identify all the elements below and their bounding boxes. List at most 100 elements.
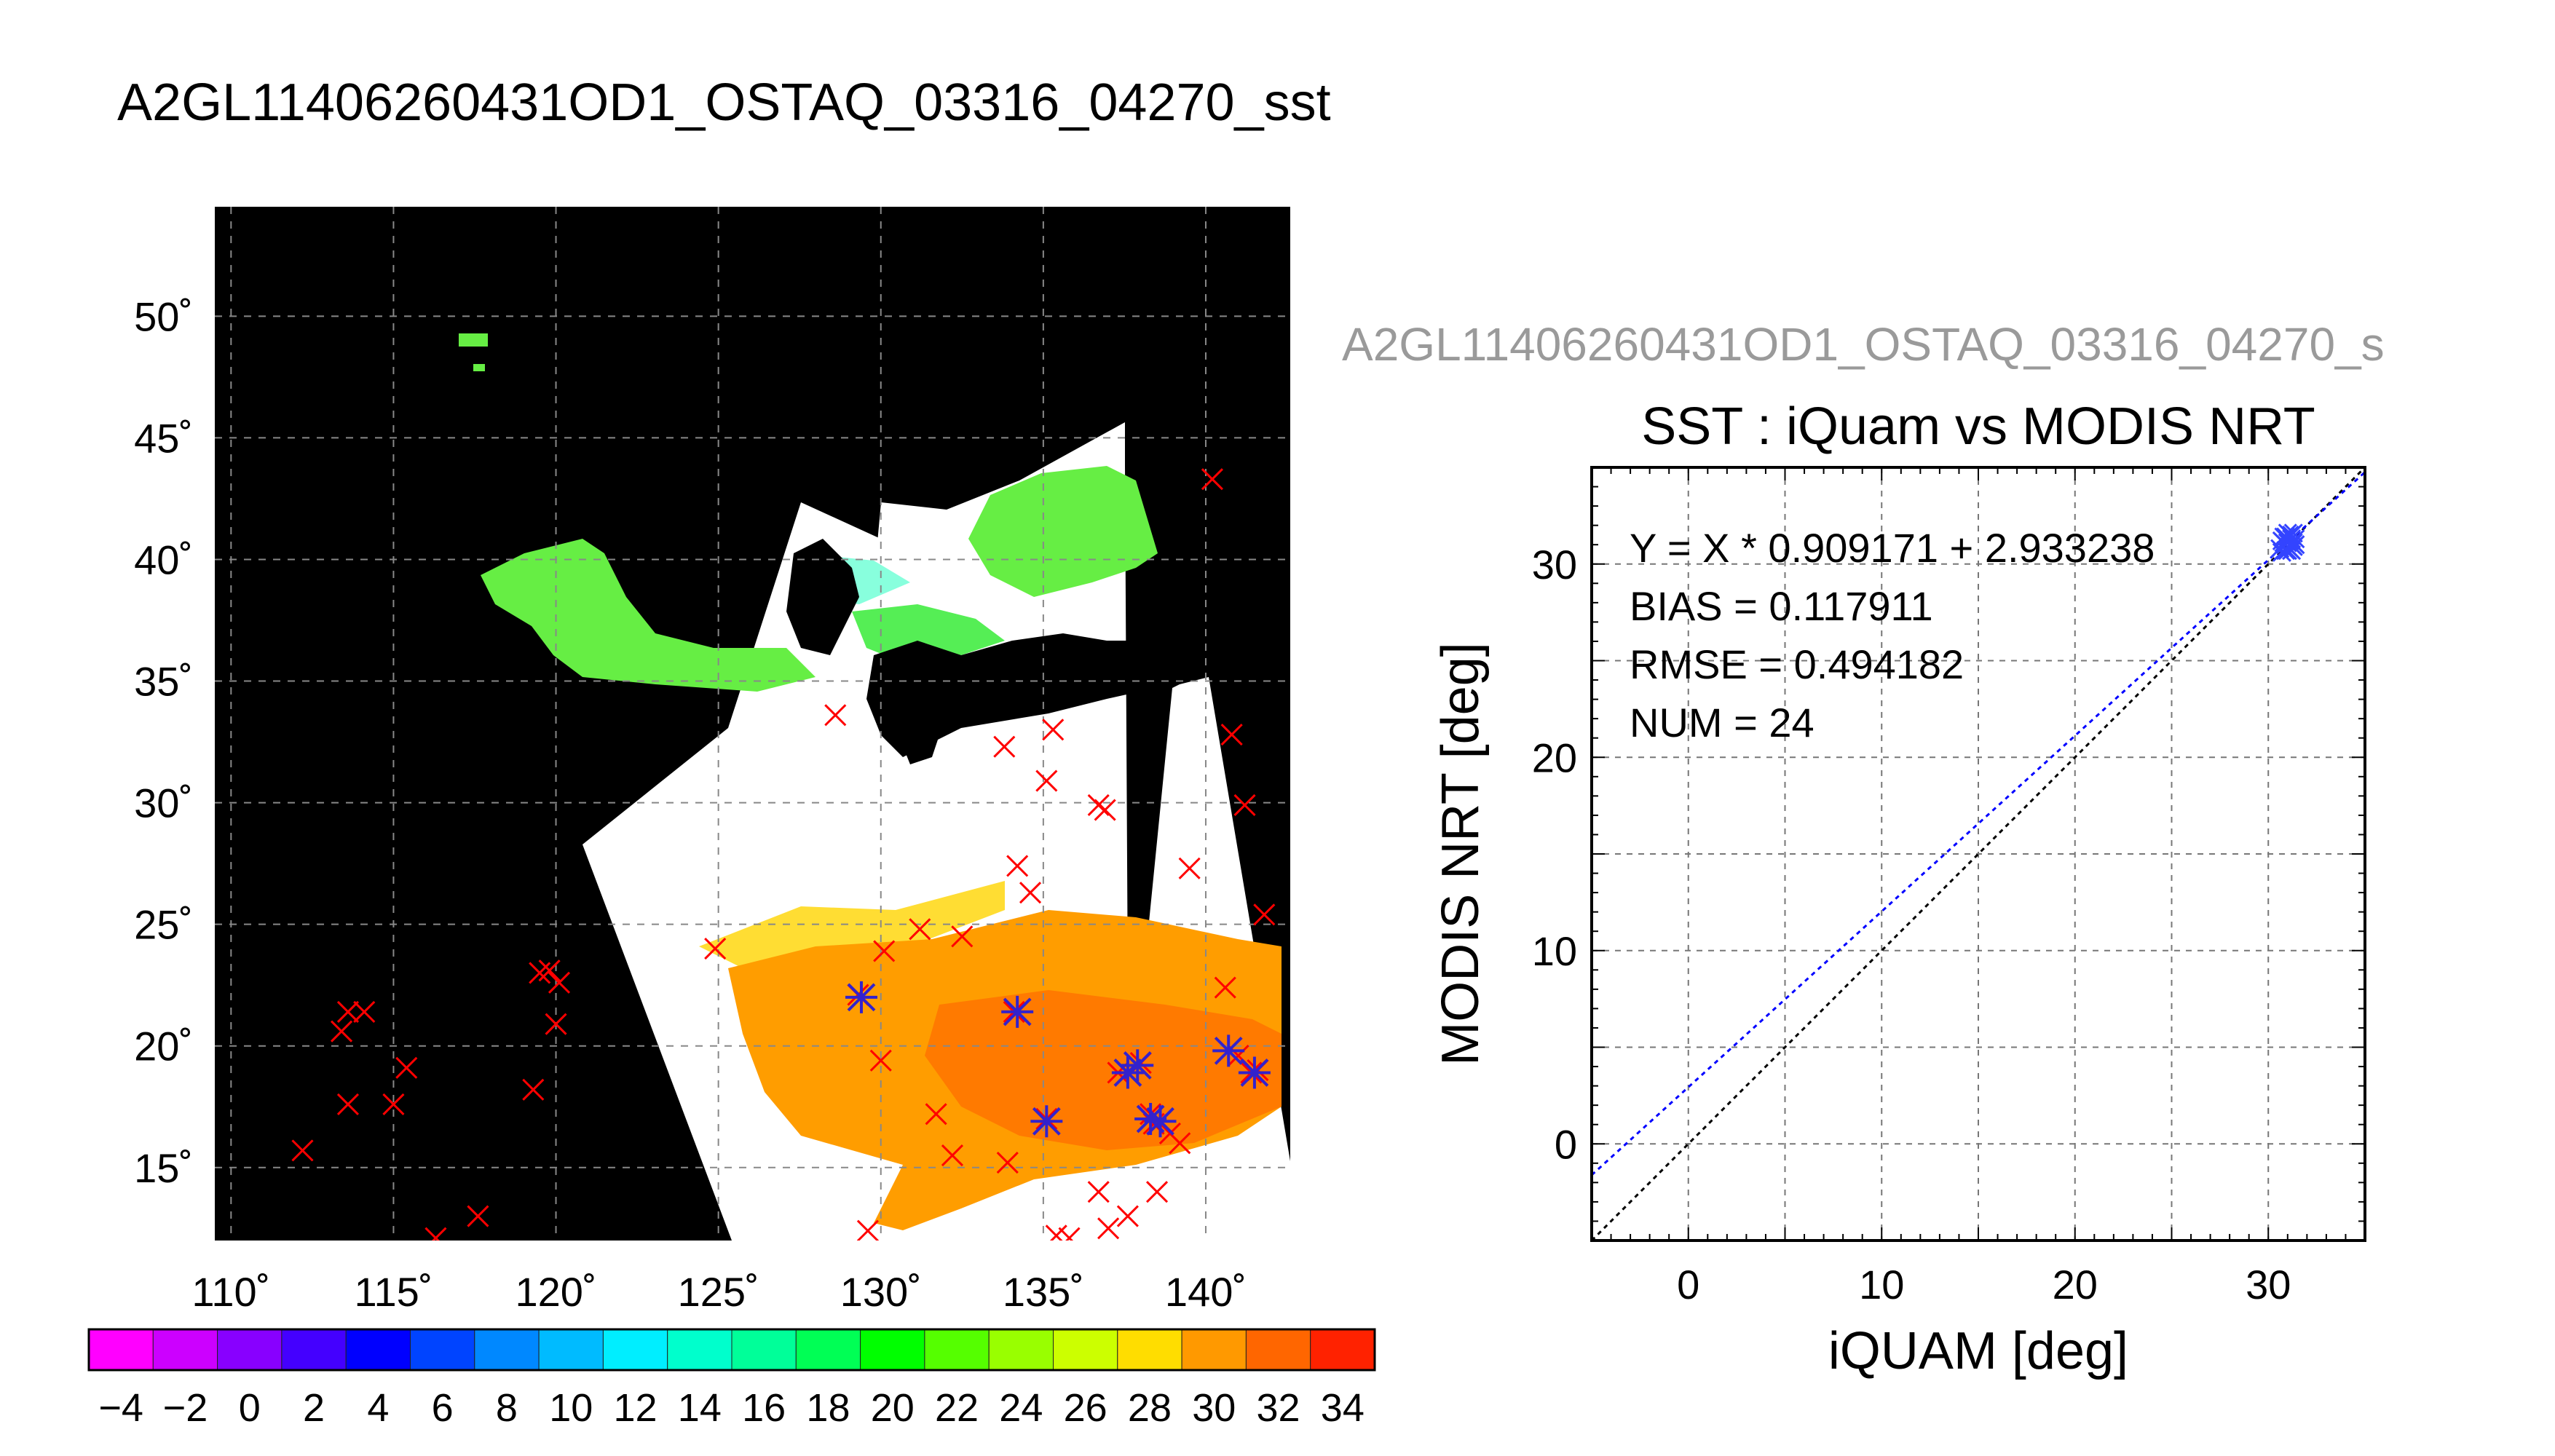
colorbar-segment	[602, 1329, 668, 1371]
colorbar-tick-label: 0	[239, 1386, 261, 1430]
sst-field	[459, 333, 1290, 1241]
iquam-marker	[1045, 1224, 1067, 1241]
scatter-y-tick-label: 30	[1532, 542, 1577, 587]
scatter-x-tick-label: 0	[1677, 1262, 1699, 1307]
map-latitude-tick-label: 50˚	[134, 293, 193, 339]
colorbar-segment	[1117, 1329, 1182, 1371]
colorbar-tick-label: 6	[432, 1386, 454, 1430]
identity-line	[1592, 467, 2365, 1241]
matchup-marker	[1212, 1034, 1245, 1067]
sst-field-green-yellowsea	[852, 604, 1005, 662]
iquam-marker	[1097, 1217, 1120, 1240]
annotation-rmse: RMSE = 0.494182	[1630, 641, 1964, 687]
annotation-bias: BIAS = 0.117911	[1630, 583, 1933, 629]
colorbar-tick-label: 14	[678, 1386, 722, 1430]
matchup-marker	[1121, 1049, 1154, 1082]
matchup-marker	[1238, 1056, 1271, 1089]
iquam-marker	[353, 1000, 376, 1023]
map-longitude-tick-label: 140˚	[1165, 1269, 1247, 1315]
colorbar-frame	[87, 1328, 1376, 1372]
map-longitude-tick-label: 110˚	[191, 1269, 270, 1315]
kuril-green-dot	[473, 364, 485, 371]
iquam-marker	[424, 1227, 447, 1241]
colorbar-tick-label: 18	[806, 1386, 850, 1430]
colorbar-segment	[1053, 1329, 1118, 1371]
colorbar-tick-label: 16	[742, 1386, 786, 1430]
iquam-marker	[1087, 1181, 1110, 1203]
colorbar-segment	[538, 1329, 604, 1371]
scatter-x-tick-label: 10	[1859, 1262, 1904, 1307]
iquam-marker	[873, 940, 896, 962]
scatter-plot: 0 10 20 30 0 10 20 30 Y = X * 0.909171 + 2.933…	[1431, 466, 2366, 1380]
iquam-marker	[467, 1205, 489, 1227]
map-markers	[291, 468, 1276, 1241]
colorbar-tick-label: 32	[1257, 1386, 1300, 1430]
annotation-num: NUM = 24	[1630, 700, 1814, 745]
iquam-marker	[704, 937, 727, 960]
iquam-marker	[856, 1219, 879, 1241]
colorbar-segment	[217, 1329, 283, 1371]
map-latitude-tick-label: 25˚	[134, 902, 193, 948]
colorbar-segment	[1310, 1329, 1375, 1371]
colorbar-tick-label: 4	[367, 1386, 389, 1430]
colorbar-tick-label: 22	[935, 1386, 979, 1430]
colorbar-segments	[88, 1329, 1375, 1371]
iquam-marker	[1178, 857, 1201, 879]
iquam-marker	[545, 1013, 567, 1035]
colorbar-segment	[731, 1329, 797, 1371]
iquam-marker	[291, 1139, 314, 1162]
iquam-marker	[1116, 1205, 1139, 1227]
map-latitude-tick-label: 20˚	[134, 1024, 193, 1069]
korea-landmass	[786, 539, 859, 655]
iquam-marker	[1169, 1132, 1191, 1155]
iquam-marker	[1233, 794, 1256, 816]
chart-title: SST : iQuam vs MODIS NRT	[1641, 397, 2315, 456]
iquam-marker	[1019, 882, 1042, 904]
sst-colorbar: −4 −2 0 2 4 6 8 10 12 14 16 18 20 22 24 26 28 30 32 34	[87, 1328, 1376, 1430]
map-longitude-tick-label: 130˚	[840, 1269, 922, 1315]
scatter-y-tick-label: 20	[1532, 735, 1577, 780]
map-longitude-tick-label: 135˚	[1003, 1269, 1084, 1315]
colorbar-tick-label: 10	[549, 1386, 593, 1430]
colorbar-segment	[281, 1329, 347, 1371]
sst-field-green-japansea	[968, 466, 1158, 597]
annotation-regression: Y = X * 0.909171 + 2.933238	[1630, 525, 2155, 571]
x-axis-label: iQUAM [deg]	[1828, 1322, 2128, 1380]
iquam-marker	[925, 1103, 947, 1125]
colorbar-tick-label: 26	[1064, 1386, 1107, 1430]
map-latitude-tick-label: 15˚	[134, 1145, 193, 1191]
iquam-marker	[548, 971, 571, 994]
iquam-marker	[996, 1152, 1019, 1174]
scatter-grid	[1592, 467, 2365, 1241]
japan-landmass	[866, 633, 1180, 757]
scatter-y-ticks: 0 10 20 30	[1532, 542, 1577, 1168]
colorbar-segment	[795, 1329, 861, 1371]
colorbar-segment	[88, 1329, 154, 1371]
matchup-marker	[1001, 995, 1034, 1028]
map-latitude-ticks: 50˚ 45˚ 40˚ 35˚ 30˚ 25˚ 20˚ 15˚	[134, 293, 193, 1190]
sst-map: 110˚ 115˚ 120˚ 125˚ 130˚ 135˚ 140˚ 50˚ 45˚ 40˚ 35…	[134, 207, 1290, 1315]
iquam-marker	[538, 960, 561, 982]
colorbar-tick-label: 30	[1192, 1386, 1236, 1430]
figure-title: A2GL11406260431OD1_OSTAQ_03316_04270_sst	[117, 74, 1331, 132]
iquam-marker	[1058, 1227, 1081, 1241]
iquam-marker	[1094, 799, 1116, 821]
colorbar-segment	[667, 1329, 732, 1371]
matchup-marker	[1144, 1105, 1177, 1138]
colorbar-segment	[1245, 1329, 1311, 1371]
colorbar-tick-label: 20	[871, 1386, 915, 1430]
colorbar-segment	[345, 1329, 411, 1371]
iquam-marker	[336, 1093, 360, 1115]
sst-field-green-bohai	[481, 539, 816, 692]
colorbar-segment	[860, 1329, 925, 1371]
colorbar-segment	[924, 1329, 990, 1371]
iquam-marker	[522, 1078, 545, 1101]
matchup-marker	[1030, 1105, 1063, 1138]
colorbar-tick-label: 8	[496, 1386, 518, 1430]
map-graticule	[215, 207, 1290, 1241]
sakhalin-green-blob	[459, 333, 488, 347]
iquam-marker	[1220, 723, 1243, 746]
scatter-point	[2283, 523, 2303, 543]
colorbar-ticks: −4 −2 0 2 4 6 8 10 12 14 16 18 20 22 24 26 28 30 32 34	[98, 1386, 1365, 1430]
scatter-x-tick-label: 20	[2053, 1262, 2098, 1307]
